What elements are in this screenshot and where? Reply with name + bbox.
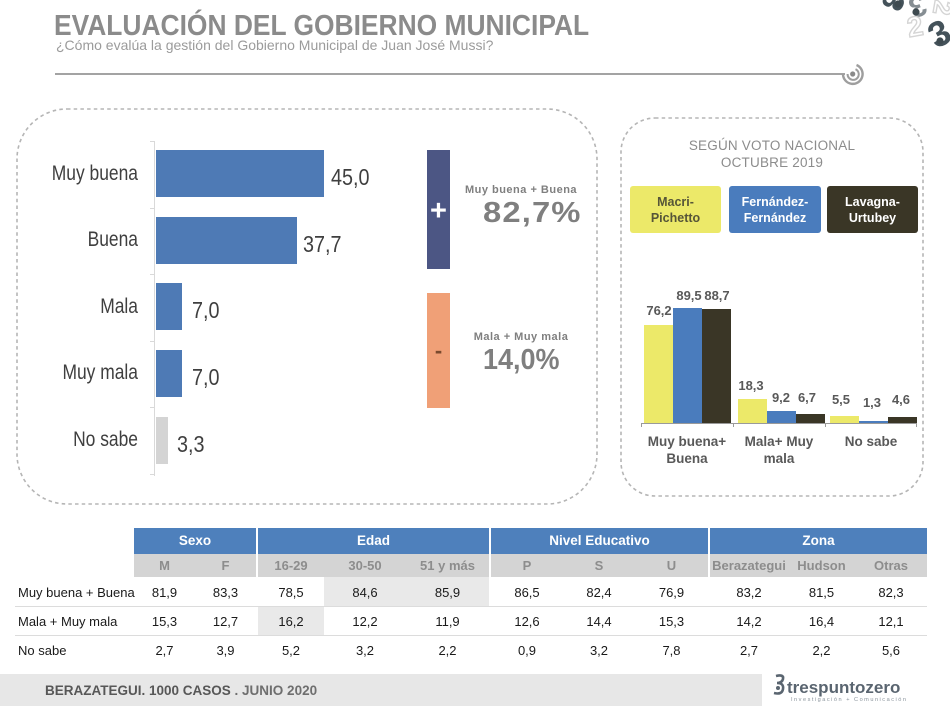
svg-text:2: 2 [905,10,926,43]
svg-text:2: 2 [927,0,950,18]
svg-text:trespuntozero: trespuntozero [787,678,900,697]
svg-text:Investigación + Comunicación: Investigación + Comunicación [791,697,907,703]
